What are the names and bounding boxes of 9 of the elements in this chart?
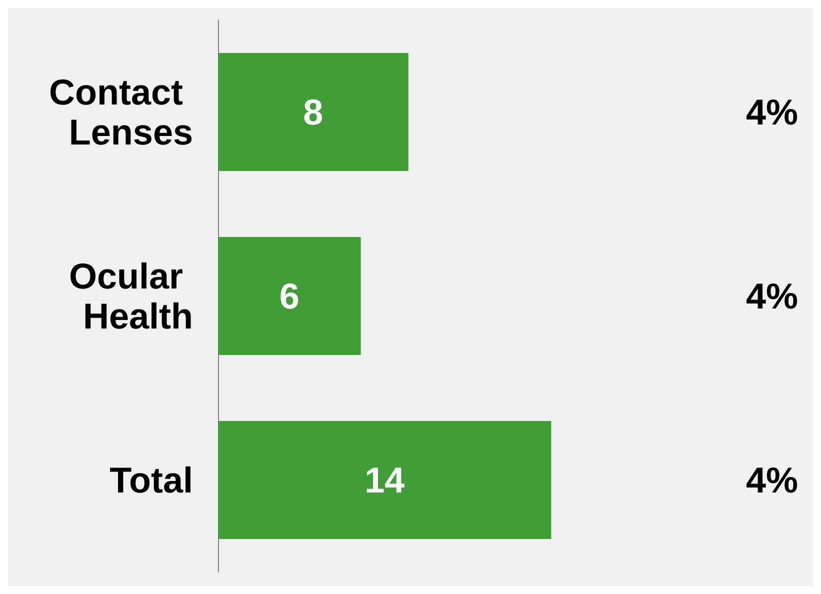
data-label: 8: [303, 92, 324, 132]
y-tick-label: Contact Lenses: [49, 72, 193, 152]
y-tick-label: Total: [110, 460, 193, 500]
y-tick-label: Ocular Health: [68, 256, 193, 336]
text: 4%: [746, 460, 798, 500]
text: 4%: [746, 92, 798, 132]
data-label: 14: [364, 460, 405, 500]
text: 4%: [746, 276, 798, 316]
data-label: 6: [279, 276, 300, 316]
